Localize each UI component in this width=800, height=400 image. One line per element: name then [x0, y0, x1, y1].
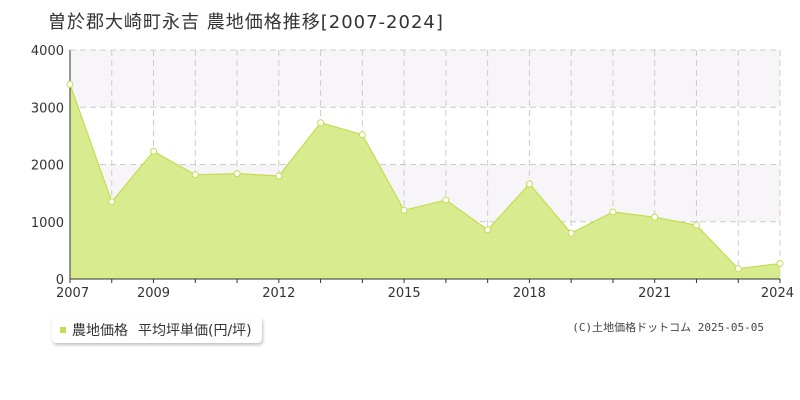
x-tick-label: 2021 [638, 286, 671, 301]
data-point [400, 206, 408, 214]
data-point [776, 260, 784, 268]
data-point [442, 196, 450, 204]
legend: 農地価格 平均坪単価(円/坪) [52, 317, 262, 343]
x-tick-label: 2018 [513, 286, 546, 301]
legend-unit: 平均坪単価(円/坪) [138, 323, 252, 339]
x-tick-label: 2012 [262, 286, 295, 301]
data-point [150, 147, 158, 155]
series-area [70, 84, 780, 279]
data-point [358, 131, 366, 139]
data-point [567, 229, 575, 237]
data-point [651, 213, 659, 221]
data-point [734, 265, 742, 273]
y-tick-label: 0 [56, 273, 64, 288]
x-tick-label: 2009 [137, 286, 170, 301]
data-point [66, 80, 74, 88]
y-tick-label: 4000 [31, 44, 64, 59]
data-point [692, 221, 700, 229]
y-tick-label: 3000 [31, 101, 64, 116]
data-point [233, 170, 241, 178]
x-tick-label: 2015 [388, 286, 421, 301]
data-point [609, 208, 617, 216]
data-point [191, 171, 199, 179]
legend-swatch [60, 327, 66, 333]
series-line [69, 84, 781, 270]
y-tick-label: 2000 [31, 159, 64, 174]
chart-title: 曽於郡大崎町永吉 農地価格推移[2007-2024] [48, 12, 444, 33]
data-point [275, 172, 283, 180]
data-point [525, 180, 533, 188]
data-point [484, 226, 492, 234]
grid-band [70, 50, 780, 108]
y-tick-label: 1000 [31, 216, 64, 231]
x-tick-label: 2024 [761, 286, 794, 301]
data-point [108, 198, 116, 206]
x-tick-label: 2007 [56, 286, 89, 301]
legend-label: 農地価格 [72, 323, 128, 339]
copyright: (C)土地価格ドットコム 2025-05-05 [572, 321, 764, 334]
data-point [317, 119, 325, 127]
